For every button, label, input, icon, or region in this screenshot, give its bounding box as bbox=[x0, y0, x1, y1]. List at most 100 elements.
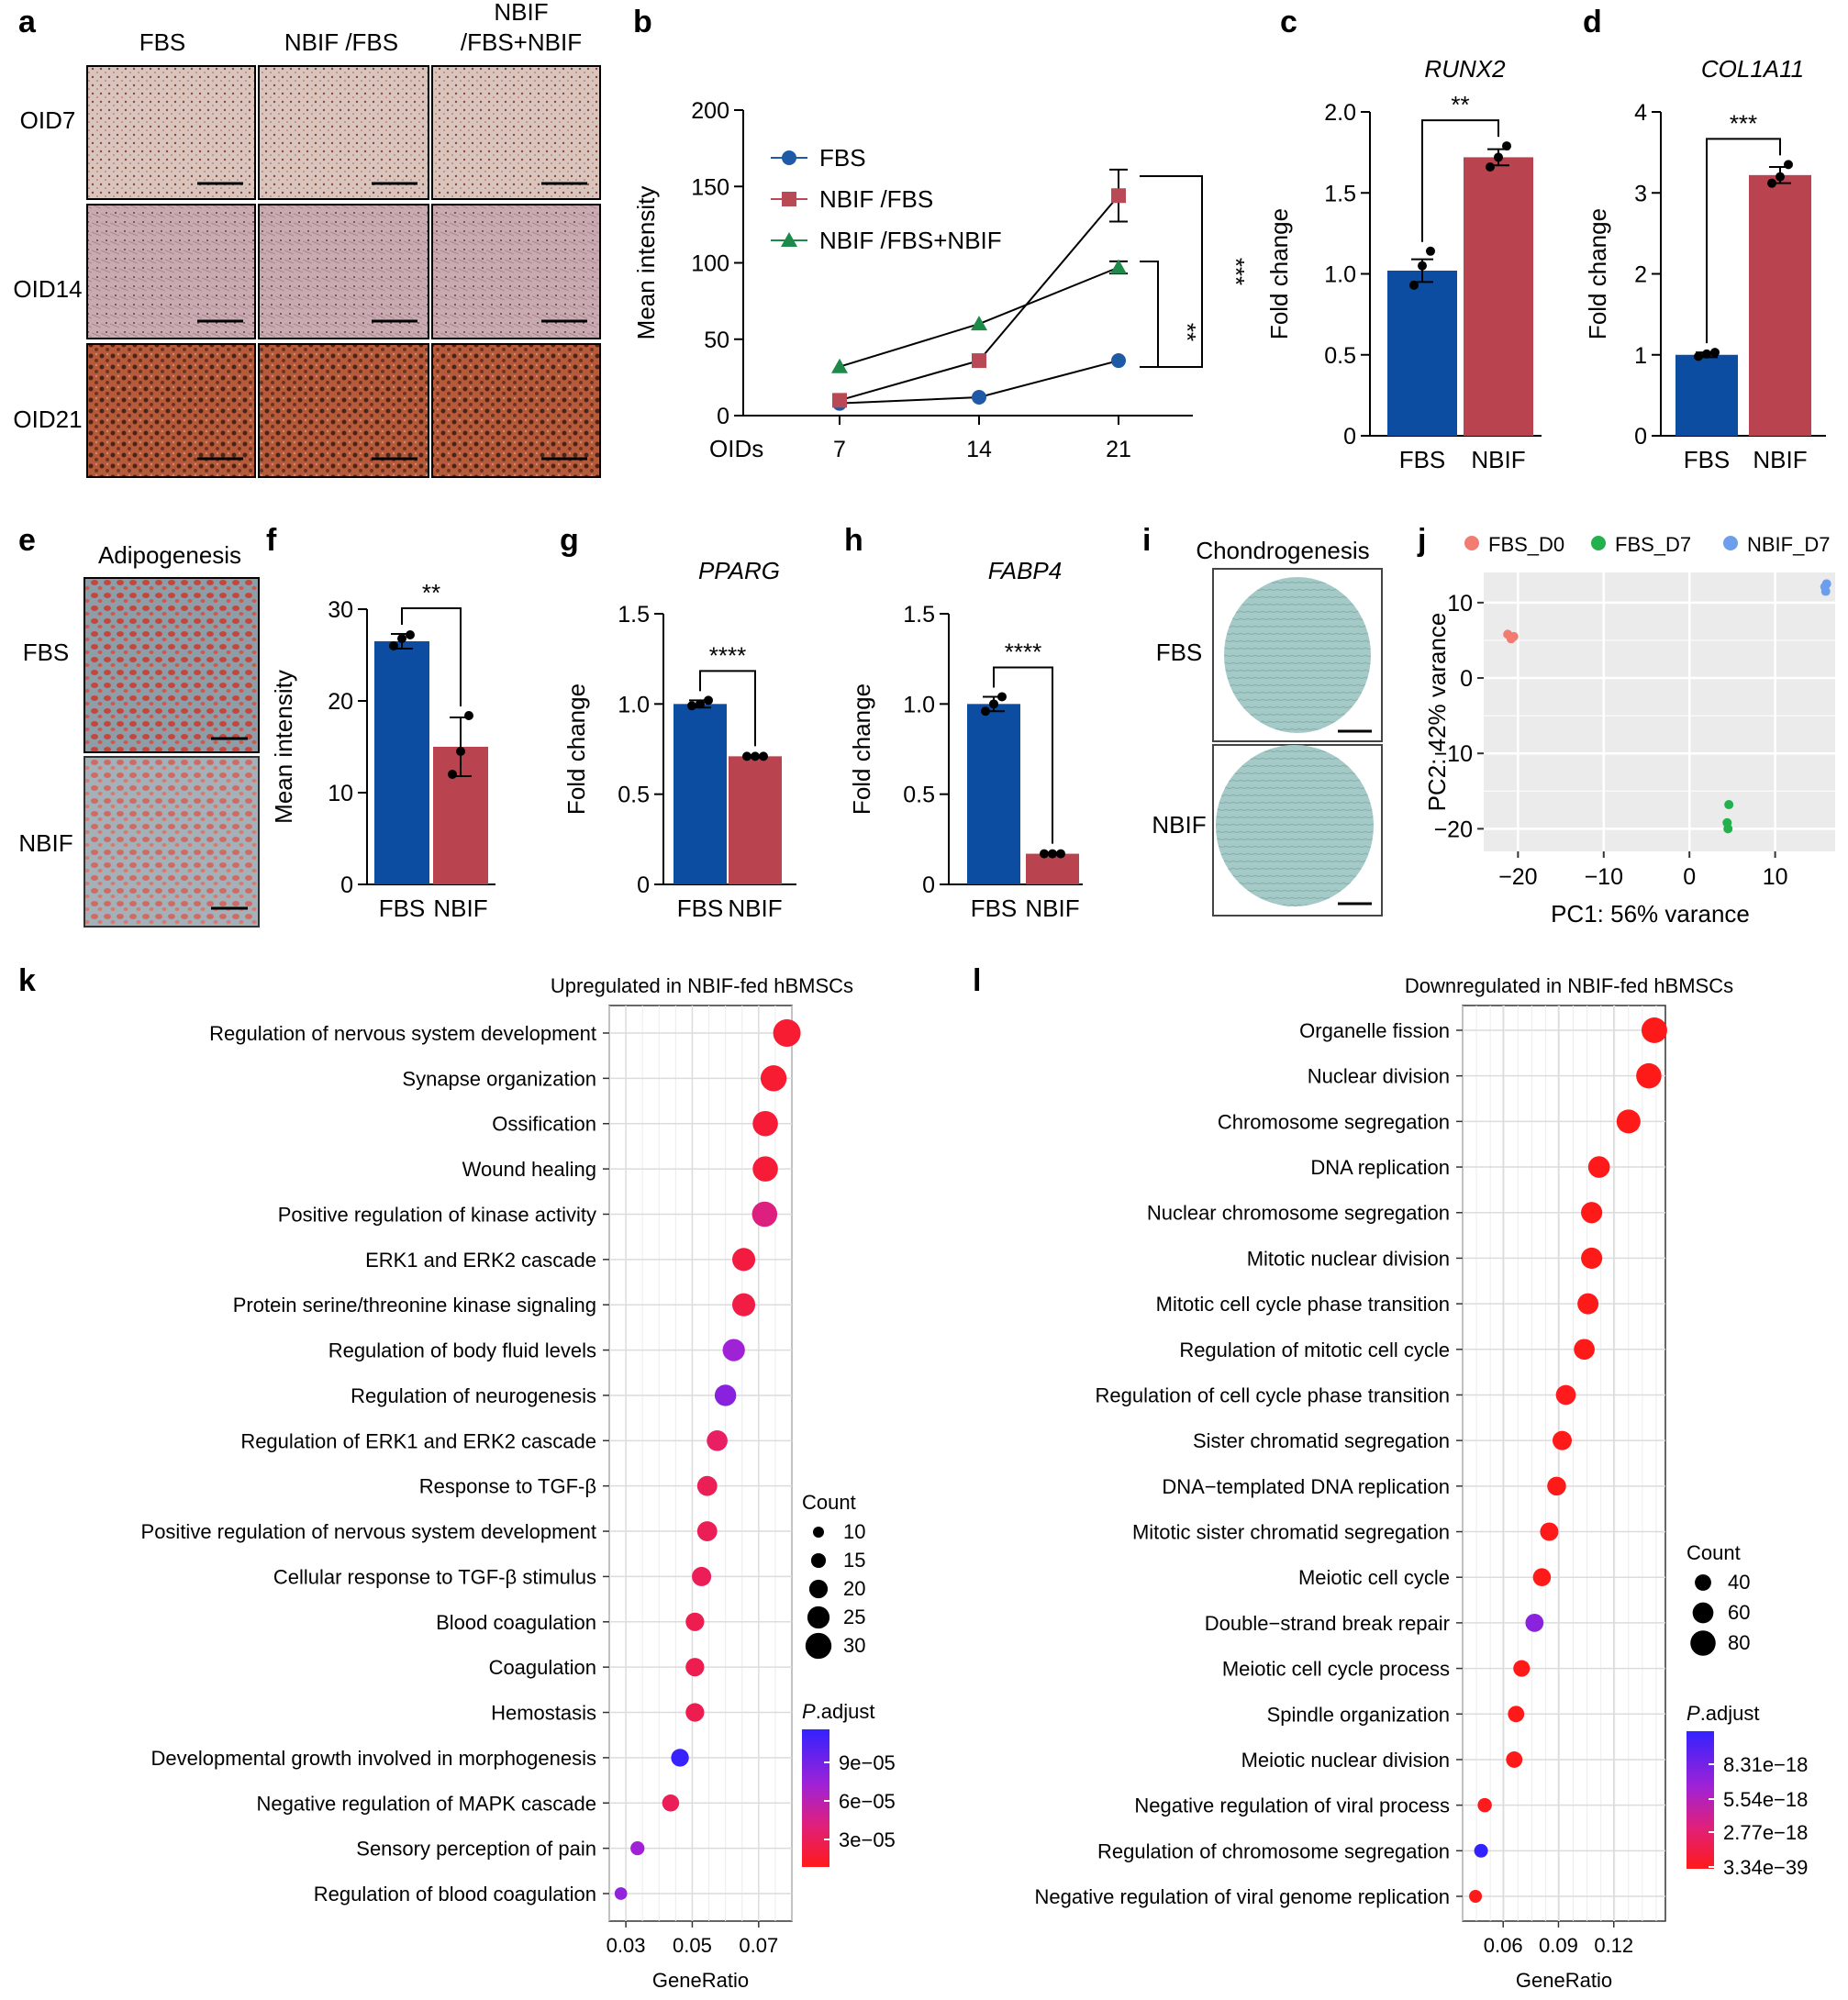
data-point bbox=[389, 641, 398, 650]
x-tick-label: NBIF bbox=[1025, 894, 1079, 922]
panel-letters: a b c d e f g h i j k l bbox=[18, 5, 1602, 998]
y-axis-label: Fold change bbox=[1265, 208, 1293, 339]
y-tick-label: 0 bbox=[922, 872, 935, 898]
row-label-oid7: OID7 bbox=[20, 106, 76, 134]
y-axis-label: Mean intensity bbox=[632, 186, 660, 340]
term-dot bbox=[692, 1566, 712, 1586]
term-dot bbox=[714, 1384, 737, 1406]
pellet-fbs bbox=[1224, 577, 1371, 733]
data-point-nbif_d7 bbox=[1820, 586, 1831, 596]
y-tick-label: 50 bbox=[704, 328, 729, 353]
term-dot bbox=[685, 1658, 705, 1677]
term-dot bbox=[1555, 1384, 1576, 1406]
panel-letter-h: h bbox=[844, 523, 863, 558]
data-point bbox=[1056, 849, 1065, 859]
color-legend-label: 5.54e−18 bbox=[1723, 1788, 1808, 1811]
image-oid7-nbif-fbs-nbif bbox=[431, 65, 601, 200]
data-point bbox=[406, 630, 415, 639]
significance-bracket bbox=[699, 670, 756, 747]
x-tick-label: FBS bbox=[677, 894, 724, 922]
data-point bbox=[832, 393, 847, 408]
term-dot bbox=[1477, 1797, 1492, 1813]
color-legend-label: 3e−05 bbox=[839, 1828, 896, 1851]
image-oid21-nbif-fbs-nbif bbox=[431, 343, 601, 478]
significance-bracket-inner bbox=[1140, 261, 1159, 368]
y-tick-label: 200 bbox=[691, 98, 729, 124]
image-adipo-nbif bbox=[83, 756, 260, 928]
term-dot bbox=[1508, 1706, 1525, 1723]
panel-letter-f: f bbox=[266, 523, 277, 558]
col-header-nbif-fbs: NBIF /FBS bbox=[284, 28, 398, 56]
panel-letter-c: c bbox=[1280, 5, 1297, 39]
y-tick-label: 4 bbox=[1634, 100, 1647, 126]
chart-f-adipo-intensity-bar: 0 10 20 30 Mean intensity FBS NBIF ** bbox=[270, 579, 495, 922]
image-oid7-fbs bbox=[86, 65, 256, 200]
data-point bbox=[1776, 172, 1785, 182]
significance-label-outer: *** bbox=[1222, 258, 1250, 285]
image-oid14-nbif-fbs-nbif bbox=[431, 204, 601, 339]
col-header-fbs: FBS bbox=[139, 28, 186, 56]
term-dot bbox=[1540, 1522, 1559, 1541]
term-label: Sensory perception of pain bbox=[356, 1838, 596, 1861]
plot-panel bbox=[1462, 1005, 1666, 1922]
term-dot bbox=[685, 1703, 705, 1722]
chart-c-runx2-bar: 0 0.5 1.0 1.5 2.0 Fold change RUNX2 FBS NBIF ** bbox=[1265, 55, 1542, 473]
row-label-oid21: OID21 bbox=[13, 406, 82, 433]
x-tick-label: NBIF bbox=[1753, 446, 1807, 473]
legend-label: NBIF /FBS bbox=[819, 185, 933, 213]
bar-fbs bbox=[1387, 270, 1457, 436]
y-tick-label: 30 bbox=[328, 597, 353, 623]
term-dot bbox=[731, 1293, 756, 1317]
term-label: Spindle organization bbox=[1267, 1703, 1450, 1726]
x-tick-label: 7 bbox=[833, 437, 846, 462]
term-label: Positive regulation of nervous system de… bbox=[141, 1520, 596, 1543]
data-point bbox=[997, 692, 1007, 702]
panel-i-chondrogenesis: Chondrogenesis FBS NBIF bbox=[1152, 537, 1383, 917]
x-axis-label: GeneRatio bbox=[1516, 1969, 1612, 1992]
term-label: Synapse organization bbox=[402, 1067, 596, 1090]
x-tick-label: −20 bbox=[1498, 864, 1537, 890]
term-dot bbox=[685, 1612, 705, 1631]
pellet-nbif bbox=[1216, 745, 1374, 906]
row-label-oid14: OID14 bbox=[13, 275, 82, 303]
x-tick-label: NBIF bbox=[728, 894, 782, 922]
term-label: DNA−templated DNA replication bbox=[1162, 1475, 1450, 1498]
chart-l-downregulated-dotplot: 0.06 0.09 0.12 Organelle fission Nuclear div… bbox=[1035, 974, 1809, 1992]
term-dot bbox=[1547, 1476, 1566, 1496]
chart-d-col1a11-bar: 0 1 2 3 4 Fold change COL1A11 FBS NBIF *** bbox=[1584, 55, 1826, 473]
plot-background bbox=[1484, 572, 1835, 851]
data-point bbox=[704, 695, 713, 706]
chart-title: RUNX2 bbox=[1424, 55, 1506, 83]
y-tick-label: 1.0 bbox=[1324, 262, 1356, 288]
legend-marker bbox=[1723, 536, 1738, 550]
data-point bbox=[1502, 141, 1511, 151]
image-adipo-fbs bbox=[83, 577, 260, 753]
count-legend-dot bbox=[1695, 1574, 1711, 1591]
term-label: DNA replication bbox=[1310, 1156, 1450, 1179]
term-label: Regulation of ERK1 and ERK2 cascade bbox=[240, 1429, 596, 1452]
chart-title: Downregulated in NBIF-fed hBMSCs bbox=[1405, 974, 1733, 997]
y-tick-label: 0 bbox=[1634, 424, 1647, 450]
x-tick-label: 0.06 bbox=[1484, 1934, 1523, 1957]
term-dot bbox=[1577, 1293, 1599, 1315]
panel-letter-g: g bbox=[560, 523, 579, 558]
data-point bbox=[456, 747, 465, 756]
chart-h-fabp4-bar: 0 0.5 1.0 1.5 Fold change FABP4 FBS NBIF **** bbox=[848, 557, 1083, 922]
data-point bbox=[1111, 353, 1126, 369]
y-tick-label: 0 bbox=[1343, 424, 1356, 450]
panel-letter-d: d bbox=[1583, 5, 1602, 39]
x-tick-label: 0.12 bbox=[1594, 1934, 1633, 1957]
chart-j-pca-scatter: −20 −10 0 10 −20 −10 0 10 PC1: 56% varance PC2: 4… bbox=[1423, 533, 1835, 928]
term-dot bbox=[707, 1429, 728, 1451]
y-axis-label: Fold change bbox=[562, 683, 590, 815]
term-dot bbox=[1581, 1202, 1603, 1224]
term-dot bbox=[1581, 1247, 1603, 1270]
x-tick-label: 0.09 bbox=[1539, 1934, 1578, 1957]
y-tick-label: 1.5 bbox=[1324, 181, 1356, 206]
y-tick-label: 1.0 bbox=[903, 692, 935, 717]
term-label: ERK1 and ERK2 cascade bbox=[365, 1249, 596, 1272]
data-point bbox=[687, 701, 696, 711]
term-label: Response to TGF-β bbox=[419, 1475, 596, 1498]
term-label: Regulation of mitotic cell cycle bbox=[1179, 1339, 1450, 1361]
count-legend-dot bbox=[805, 1632, 832, 1660]
